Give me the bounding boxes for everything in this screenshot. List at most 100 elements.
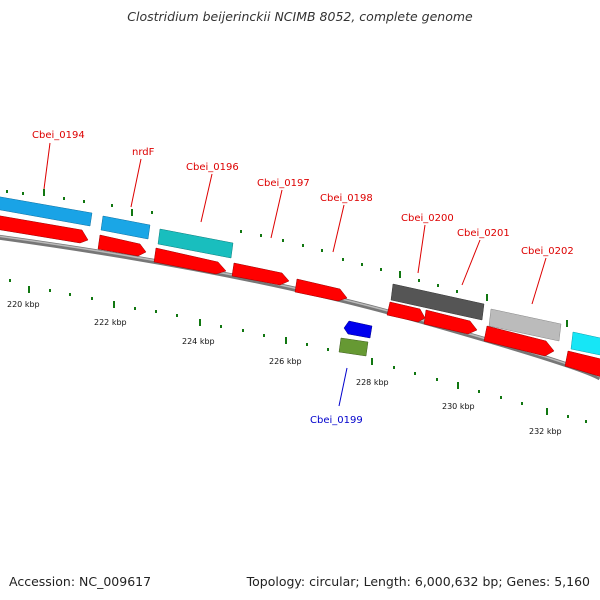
label-leaders bbox=[43, 142, 547, 407]
tick-mark bbox=[9, 279, 11, 282]
scale-label: 226 kbp bbox=[269, 357, 302, 366]
leader-line bbox=[338, 367, 348, 407]
cds-arrow-cbei-0198[interactable] bbox=[294, 278, 348, 302]
cds-arrow-nrdf[interactable] bbox=[97, 234, 147, 257]
gene-label[interactable]: Cbei_0196 bbox=[186, 162, 239, 173]
leader-line bbox=[43, 142, 51, 190]
leader-line bbox=[200, 173, 213, 223]
tick-mark bbox=[361, 263, 363, 266]
scale-label: 220 kbp bbox=[7, 300, 40, 309]
leader-line bbox=[270, 189, 283, 239]
genome-summary-text: Topology: circular; Length: 6,000,632 bp… bbox=[246, 574, 590, 589]
tick-mark bbox=[399, 271, 401, 278]
tick-mark bbox=[6, 190, 8, 193]
tick-mark bbox=[282, 239, 284, 242]
cds-arrow-cbei-0199[interactable] bbox=[343, 320, 373, 339]
tick-mark bbox=[306, 343, 308, 346]
tick-mark bbox=[456, 290, 458, 293]
tick-mark bbox=[28, 286, 30, 293]
genome-backbone-highlight bbox=[0, 235, 600, 378]
gene-label[interactable]: Cbei_0197 bbox=[257, 178, 310, 189]
tick-mark bbox=[393, 366, 395, 369]
tick-mark bbox=[199, 319, 201, 326]
tick-mark bbox=[478, 390, 480, 393]
scale-label: 230 kbp bbox=[442, 402, 475, 411]
gene-label[interactable]: Cbei_0198 bbox=[320, 193, 373, 204]
gene-bar-nrdf[interactable] bbox=[100, 215, 151, 240]
tick-mark bbox=[437, 284, 439, 287]
upper-tick-row bbox=[6, 189, 568, 327]
tick-mark bbox=[500, 396, 502, 399]
tick-mark bbox=[111, 204, 113, 207]
feature-bars bbox=[0, 196, 600, 356]
leader-line bbox=[332, 204, 345, 253]
tick-mark bbox=[155, 310, 157, 313]
accession-text: Accession: NC_009617 bbox=[9, 574, 152, 589]
leader-line bbox=[531, 257, 547, 305]
tick-mark bbox=[567, 415, 569, 418]
tick-mark bbox=[457, 382, 459, 389]
tick-mark bbox=[49, 289, 51, 292]
cds-arrow-cbei-0194[interactable] bbox=[0, 215, 89, 244]
cds-arrow-next[interactable] bbox=[564, 350, 600, 378]
cds-arrow-cbei-0201[interactable] bbox=[423, 309, 478, 335]
tick-mark bbox=[418, 279, 420, 282]
tick-mark bbox=[91, 297, 93, 300]
tick-mark bbox=[242, 329, 244, 332]
cds-arrow-cbei-0202[interactable] bbox=[483, 325, 555, 357]
gene-bar-cbei-0200[interactable] bbox=[390, 283, 485, 321]
gene-bar-cbei-0196[interactable] bbox=[157, 228, 234, 259]
leader-line bbox=[417, 224, 426, 274]
cds-arrow-cbei-0200a[interactable] bbox=[386, 301, 426, 323]
gene-labels: Cbei_0194 nrdF Cbei_0196 Cbei_0197 Cbei_… bbox=[32, 130, 574, 426]
tick-mark bbox=[83, 200, 85, 203]
map-title: Clostridium beijerinckii NCIMB 8052, com… bbox=[127, 9, 473, 24]
tick-mark bbox=[566, 320, 568, 327]
tick-mark bbox=[69, 293, 71, 296]
tick-mark bbox=[260, 234, 262, 237]
tick-mark bbox=[176, 314, 178, 317]
scale-label: 228 kbp bbox=[356, 378, 389, 387]
tick-mark bbox=[131, 209, 133, 216]
gene-bar-cbei-0202[interactable] bbox=[488, 308, 562, 342]
leader-line bbox=[130, 158, 142, 208]
tick-mark bbox=[436, 378, 438, 381]
tick-mark bbox=[43, 189, 45, 196]
tick-mark bbox=[63, 197, 65, 200]
cds-arrows bbox=[0, 215, 600, 378]
tick-mark bbox=[371, 358, 373, 365]
gene-label[interactable]: Cbei_0199 bbox=[310, 415, 363, 426]
genome-backbone bbox=[0, 234, 600, 381]
leader-line bbox=[461, 239, 481, 286]
tick-mark bbox=[220, 325, 222, 328]
gene-label[interactable]: Cbei_0200 bbox=[401, 213, 454, 224]
gene-label[interactable]: Cbei_0201 bbox=[457, 228, 510, 239]
gene-label[interactable]: Cbei_0202 bbox=[521, 246, 574, 257]
scale-label: 232 kbp bbox=[529, 427, 562, 436]
lower-tick-row bbox=[9, 279, 587, 423]
cds-arrow-cbei-0197[interactable] bbox=[231, 262, 290, 286]
tick-mark bbox=[585, 420, 587, 423]
gene-label[interactable]: nrdF bbox=[132, 147, 155, 158]
scale-labels: 220 kbp 222 kbp 224 kbp 226 kbp 228 kbp … bbox=[7, 300, 562, 436]
tick-mark bbox=[134, 307, 136, 310]
tick-mark bbox=[151, 211, 153, 214]
gene-bar-next[interactable] bbox=[570, 331, 600, 356]
reverse-feature bbox=[338, 320, 373, 357]
tick-mark bbox=[240, 230, 242, 233]
tick-mark bbox=[486, 294, 488, 301]
tick-mark bbox=[414, 372, 416, 375]
tick-mark bbox=[327, 348, 329, 351]
scale-label: 224 kbp bbox=[182, 337, 215, 346]
gene-bar-cbei-0199[interactable] bbox=[338, 337, 369, 357]
gene-bar-cbei-0194[interactable] bbox=[0, 196, 93, 227]
tick-mark bbox=[546, 408, 548, 415]
tick-mark bbox=[380, 268, 382, 271]
tick-mark bbox=[285, 337, 287, 344]
gene-label[interactable]: Cbei_0194 bbox=[32, 130, 85, 141]
cds-arrow-cbei-0196[interactable] bbox=[153, 247, 227, 275]
tick-mark bbox=[321, 249, 323, 252]
tick-mark bbox=[342, 258, 344, 261]
